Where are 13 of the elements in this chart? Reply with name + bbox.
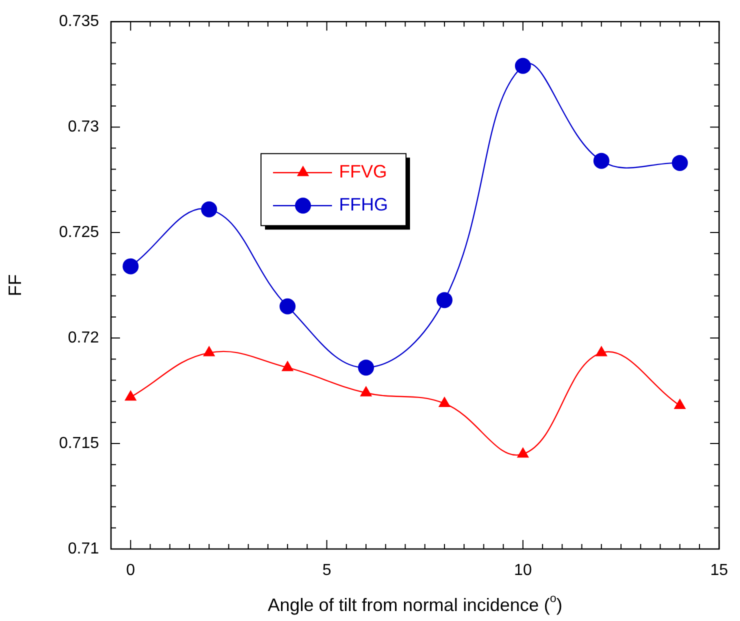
x-tick-label: 15 (710, 562, 728, 580)
y-tick-label: 0.715 (58, 434, 100, 452)
y-tick-label: 0.73 (68, 118, 100, 136)
legend-label: FFHG (339, 194, 388, 215)
y-axis-title: FF (4, 274, 25, 296)
y-tick-label: 0.725 (58, 224, 100, 241)
y-tick-label: 0.71 (68, 540, 100, 558)
y-tick-label: 0.72 (68, 329, 100, 346)
legend-label: FFVG (339, 162, 387, 182)
x-tick-label: 0 (126, 562, 136, 580)
x-tick-label: 10 (514, 562, 532, 580)
x-tick-label: 5 (322, 562, 332, 580)
y-tick-label: 0.735 (58, 13, 100, 30)
